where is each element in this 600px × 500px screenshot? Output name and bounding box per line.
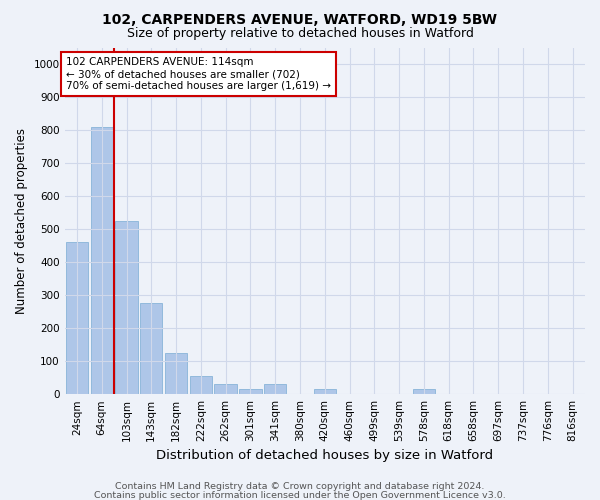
Bar bbox=[140, 304, 163, 394]
Bar bbox=[190, 376, 212, 394]
Text: Contains HM Land Registry data © Crown copyright and database right 2024.: Contains HM Land Registry data © Crown c… bbox=[115, 482, 485, 491]
Bar bbox=[66, 242, 88, 394]
Bar bbox=[413, 389, 435, 394]
Y-axis label: Number of detached properties: Number of detached properties bbox=[15, 128, 28, 314]
Bar bbox=[91, 126, 113, 394]
Text: 102, CARPENDERS AVENUE, WATFORD, WD19 5BW: 102, CARPENDERS AVENUE, WATFORD, WD19 5B… bbox=[103, 12, 497, 26]
Bar bbox=[239, 389, 262, 394]
Text: Size of property relative to detached houses in Watford: Size of property relative to detached ho… bbox=[127, 28, 473, 40]
Text: 102 CARPENDERS AVENUE: 114sqm
← 30% of detached houses are smaller (702)
70% of : 102 CARPENDERS AVENUE: 114sqm ← 30% of d… bbox=[66, 58, 331, 90]
Bar bbox=[264, 384, 286, 394]
Bar bbox=[214, 384, 237, 394]
Bar bbox=[314, 389, 336, 394]
X-axis label: Distribution of detached houses by size in Watford: Distribution of detached houses by size … bbox=[156, 450, 493, 462]
Text: Contains public sector information licensed under the Open Government Licence v3: Contains public sector information licen… bbox=[94, 490, 506, 500]
Bar bbox=[165, 353, 187, 394]
Bar bbox=[115, 221, 137, 394]
